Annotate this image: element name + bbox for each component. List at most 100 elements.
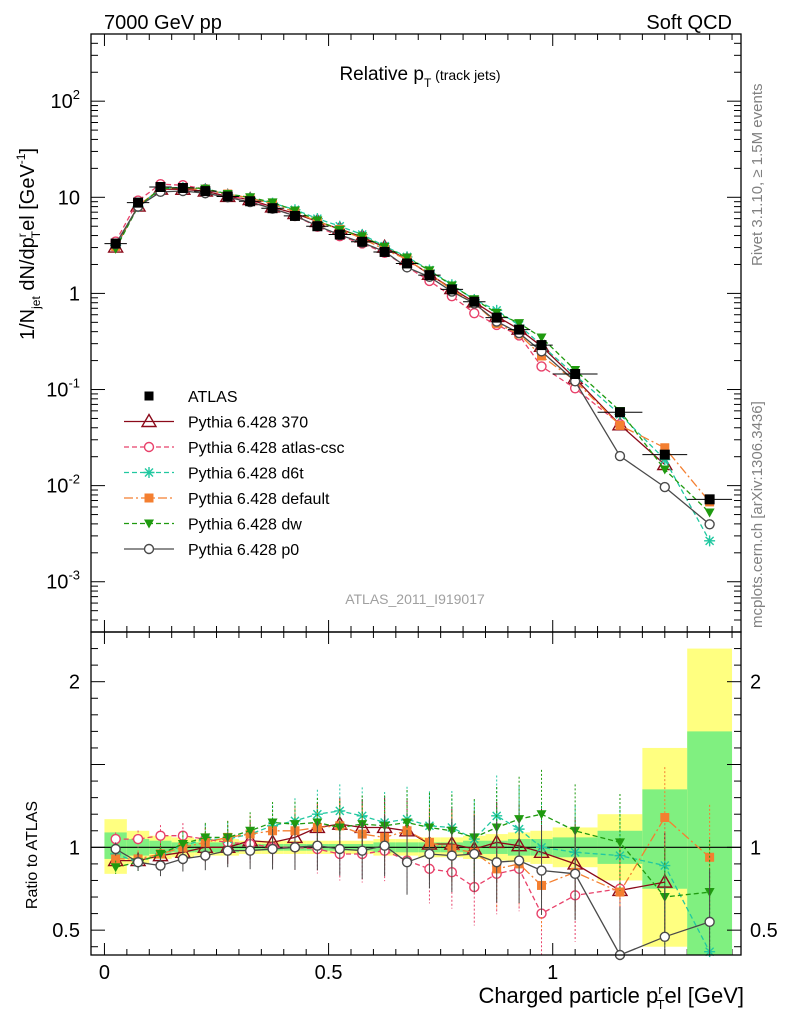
atlas-point: [659, 449, 670, 460]
legend-entry-d6t: Pythia 6.428 d6t: [124, 466, 304, 483]
ratio-point: [177, 840, 188, 850]
ratio-point: [245, 826, 256, 836]
legend-entry-dw: Pythia 6.428 dw: [124, 517, 302, 534]
legend-marker: [143, 467, 155, 478]
point: [536, 361, 547, 372]
legend-label: Pythia 6.428 dw: [188, 517, 302, 534]
x-axis-label: Charged particle pr Tel [GeV]: [478, 982, 744, 1012]
ratio-point: [379, 840, 390, 851]
legend-marker: [144, 493, 154, 503]
legend-label: Pythia 6.428 p0: [188, 542, 299, 559]
ratio-point: [132, 833, 144, 845]
ratio-point: [491, 857, 502, 868]
ratio-plot: 0 0.5 1 0.5 0.5 1 1 2 2: [52, 631, 778, 984]
atlas-point: [200, 186, 211, 197]
ratio-point: [222, 845, 233, 856]
ratio-frame: [90, 631, 742, 956]
legend-entry-atlas_csc: Pythia 6.428 atlas-csc: [124, 440, 345, 457]
title-main: Relative p: [339, 64, 424, 85]
legend-label: ATLAS: [188, 389, 238, 406]
ratio-point: [312, 840, 323, 851]
ratio-point: [704, 916, 715, 928]
ratio-point: [289, 842, 301, 853]
legend: ATLAS Pythia 6.428 370 Pythia 6.428 atlas-…: [124, 389, 345, 559]
atlas-point: [514, 324, 525, 335]
ratio-series-p370: [107, 796, 674, 939]
ratio-point: [177, 853, 189, 865]
atlas-point: [245, 196, 256, 207]
legend-entry-p0: Pythia 6.428 p0: [124, 542, 299, 559]
ratio-point: [267, 818, 278, 828]
point: [659, 481, 670, 493]
ratio-point: [424, 848, 435, 860]
ratio-point: [132, 857, 144, 868]
svg-text:Relative pT (track jets): Relative pT (track jets): [339, 64, 500, 90]
x-tick-label: 0: [99, 962, 110, 984]
atlas-point: [536, 340, 547, 351]
chart-title: Relative pT (track jets): [339, 64, 500, 90]
atlas-point: [424, 270, 435, 281]
y-tick-label: 10-1: [46, 376, 80, 402]
legend-marker: [140, 413, 158, 428]
ratio-point: [536, 810, 547, 820]
legend-label: Pythia 6.428 d6t: [188, 466, 304, 483]
ratio-point: [659, 860, 671, 872]
ratio-y-axis-label: Ratio to ATLAS: [24, 801, 41, 909]
series-line-dw: [115, 186, 711, 513]
series-atlas: [104, 181, 733, 505]
atlas-point: [379, 246, 390, 257]
ratio-point: [111, 854, 121, 864]
point: [614, 450, 626, 462]
atlas-point: [491, 312, 502, 323]
analysis-id: ATLAS_2011_I919017: [345, 591, 485, 607]
atlas-point: [334, 229, 345, 240]
y-tick-label: 10: [58, 187, 80, 209]
point: [704, 508, 715, 518]
point: [267, 198, 278, 208]
atlas-point: [357, 236, 368, 247]
ratio-point: [569, 868, 581, 880]
ratio-tick-label-right: 0.5: [750, 920, 778, 942]
atlas-point: [267, 203, 278, 214]
ratio-point: [660, 813, 670, 823]
ratio-tick-label-left: 1: [69, 837, 80, 859]
legend-entry-default: Pythia 6.428 default: [124, 491, 330, 508]
ratio-point: [614, 838, 625, 848]
ratio-point: [469, 848, 480, 860]
atlas-point: [570, 369, 581, 380]
atlas-point: [312, 221, 323, 232]
y-axis-label: 1/Njet dN/dprTel [GeV-1]: [14, 148, 43, 340]
atlas-point: [177, 182, 188, 193]
point: [469, 307, 480, 319]
point: [704, 519, 715, 530]
x-tick-label: 1: [547, 962, 558, 984]
ratio-point: [401, 857, 413, 868]
title-sub: T: [424, 76, 432, 90]
ratio-point: [267, 843, 278, 855]
atlas-point: [133, 197, 144, 208]
ratio-point: [289, 820, 300, 830]
ratio-tick-label-left: 0.5: [52, 920, 80, 942]
y-tick-label: 10-2: [46, 472, 80, 498]
atlas-point: [110, 238, 121, 249]
ratio-point: [110, 843, 121, 855]
ratio-point: [513, 855, 525, 866]
atlas-point: [155, 181, 166, 192]
ratio-point: [659, 931, 670, 942]
legend-marker: [144, 519, 154, 529]
y-tick-label: 102: [51, 87, 80, 113]
point: [536, 333, 547, 343]
ratio-point: [244, 845, 256, 856]
series-line-atlas_csc: [115, 183, 621, 425]
point: [660, 443, 670, 453]
ratio-point: [615, 887, 625, 897]
main-plot: 10-3 10-2 10-1 1 10 102: [46, 33, 742, 955]
header-left: 7000 GeV pp: [104, 12, 222, 34]
legend-marker: [143, 543, 155, 555]
legend-entry-p370: Pythia 6.428 370: [124, 413, 308, 432]
ratio-point: [200, 850, 211, 861]
ratio-point: [357, 845, 368, 856]
atlas-point: [289, 210, 300, 221]
atlas-point: [402, 258, 413, 269]
